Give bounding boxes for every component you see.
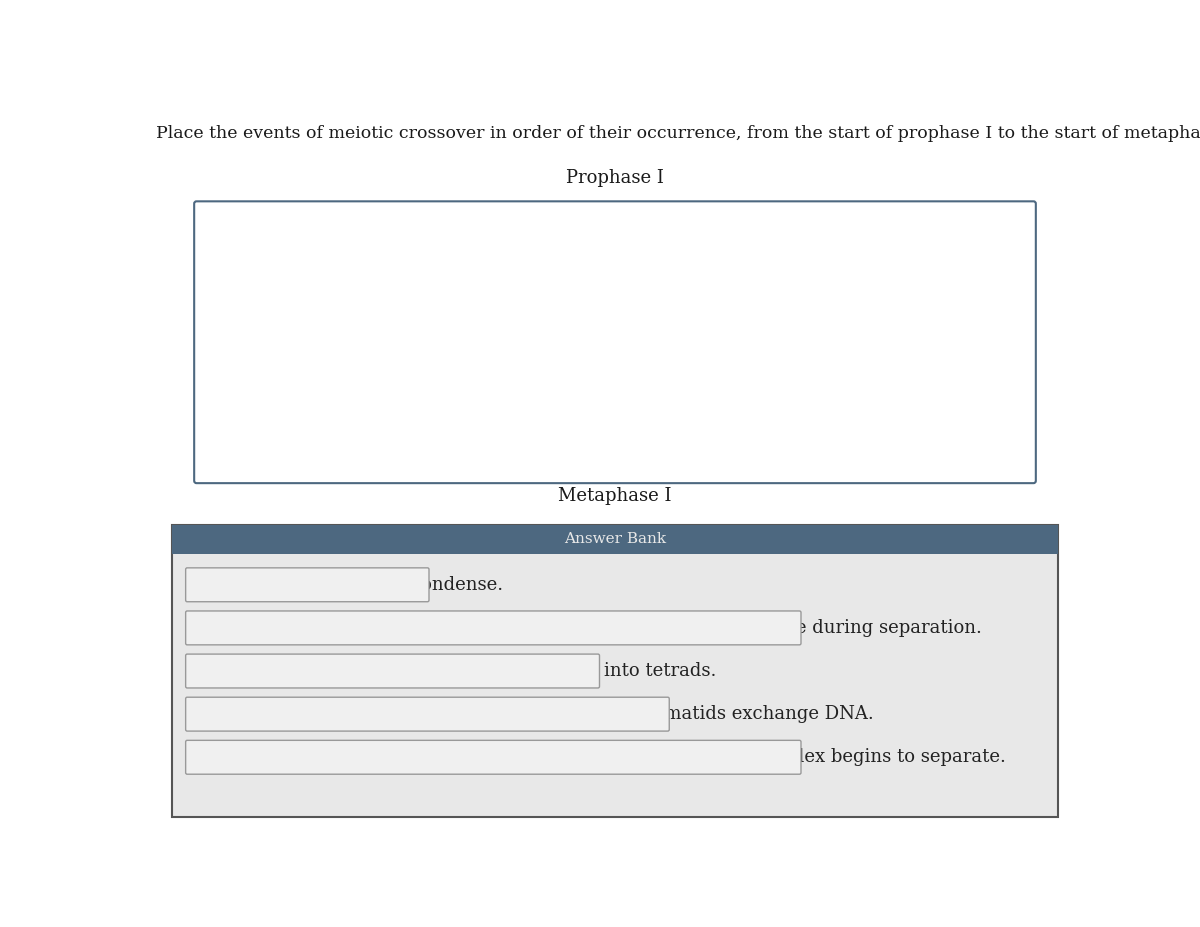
- FancyBboxPatch shape: [186, 697, 670, 731]
- Text: Crossing over occurs, during which non-sister chromatids exchange DNA.: Crossing over occurs, during which non-s…: [194, 705, 874, 723]
- Text: The synaptonemal complex aligns homologs into tetrads.: The synaptonemal complex aligns homologs…: [194, 662, 716, 680]
- Text: Place the events of meiotic crossover in order of their occurrence, from the sta: Place the events of meiotic crossover in…: [156, 125, 1200, 142]
- Text: Answer Bank: Answer Bank: [564, 532, 666, 546]
- FancyBboxPatch shape: [186, 741, 802, 774]
- Text: Chromosomes condense further as chiasmata become more visible during separation.: Chromosomes condense further as chiasmat…: [194, 619, 982, 637]
- FancyBboxPatch shape: [194, 201, 1036, 483]
- FancyBboxPatch shape: [186, 568, 430, 602]
- Text: Prophase I: Prophase I: [566, 169, 664, 186]
- FancyBboxPatch shape: [172, 525, 1058, 818]
- FancyBboxPatch shape: [186, 611, 802, 645]
- Text: Chromosomes begin to condense.: Chromosomes begin to condense.: [194, 576, 503, 594]
- FancyBboxPatch shape: [186, 654, 600, 688]
- FancyBboxPatch shape: [172, 525, 1058, 554]
- Text: Metaphase I: Metaphase I: [558, 487, 672, 505]
- Text: Homologs are connected by chiasmata as the synaptonemal complex begins to separa: Homologs are connected by chiasmata as t…: [194, 748, 1006, 767]
